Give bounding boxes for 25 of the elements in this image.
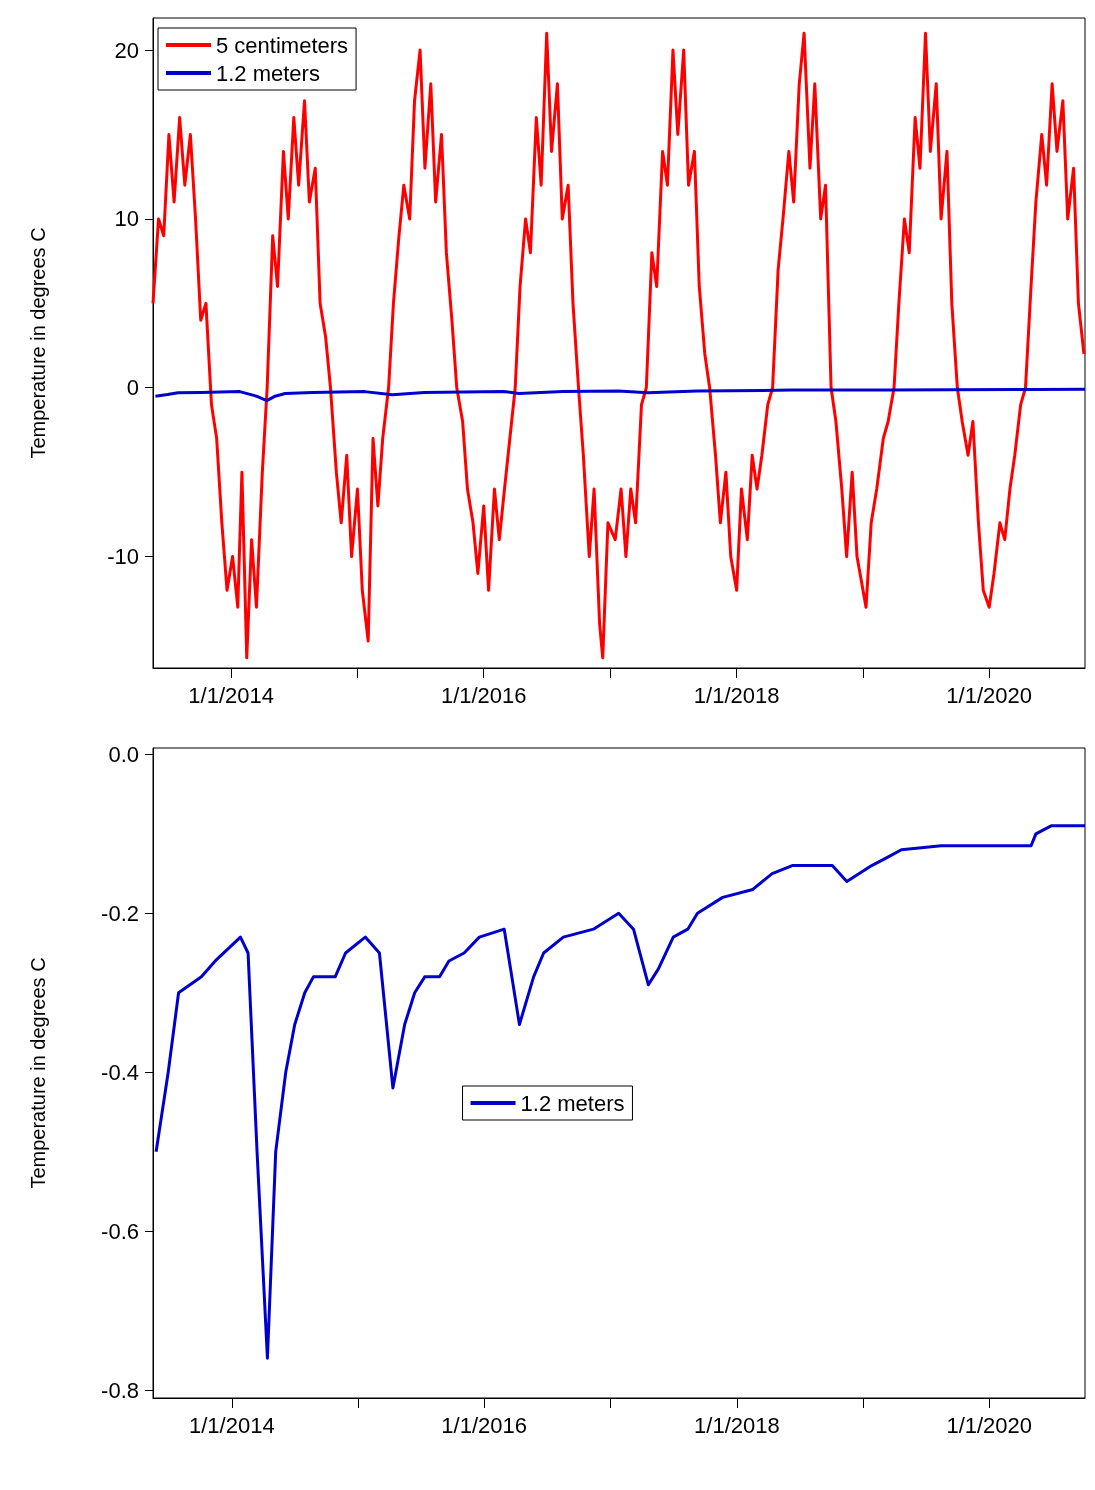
legend-label: 5 centimeters [216,32,349,58]
line-series [151,31,1086,660]
x-tick-label: 1/1/2020 [946,1412,1033,1438]
y-axis-title: Temperature in degrees C [27,957,49,1189]
x-tick-label: 1/1/2014 [188,682,275,708]
y-tick-label: -0.4 [101,1059,139,1085]
line-series [154,824,1087,1360]
x-tick-label: 1/1/2016 [441,1412,527,1438]
legend-label: 1.2 meters [520,1090,625,1116]
x-tick-label: 1/1/2018 [694,1412,780,1438]
y-tick-label: -0.2 [101,900,139,926]
line-series [153,387,1087,403]
x-tick-label: 1/1/2020 [946,682,1032,708]
y-axis-title: Temperature in degrees C [27,227,49,459]
x-tick-label: 1/1/2016 [440,682,527,708]
y-tick-label: -0.8 [101,1377,139,1403]
x-tick-label: 1/1/2014 [189,1412,275,1438]
y-tick-label: 10 [114,206,139,232]
y-tick-label: 20 [114,37,139,63]
y-tick-label: -10 [107,544,139,570]
y-tick-label: 0 [126,375,139,401]
y-tick-label: -0.6 [101,1218,139,1244]
legend-label: 1.2 meters [216,60,320,86]
y-tick-label: 0.0 [108,741,139,767]
x-tick-label: 1/1/2018 [693,682,780,708]
